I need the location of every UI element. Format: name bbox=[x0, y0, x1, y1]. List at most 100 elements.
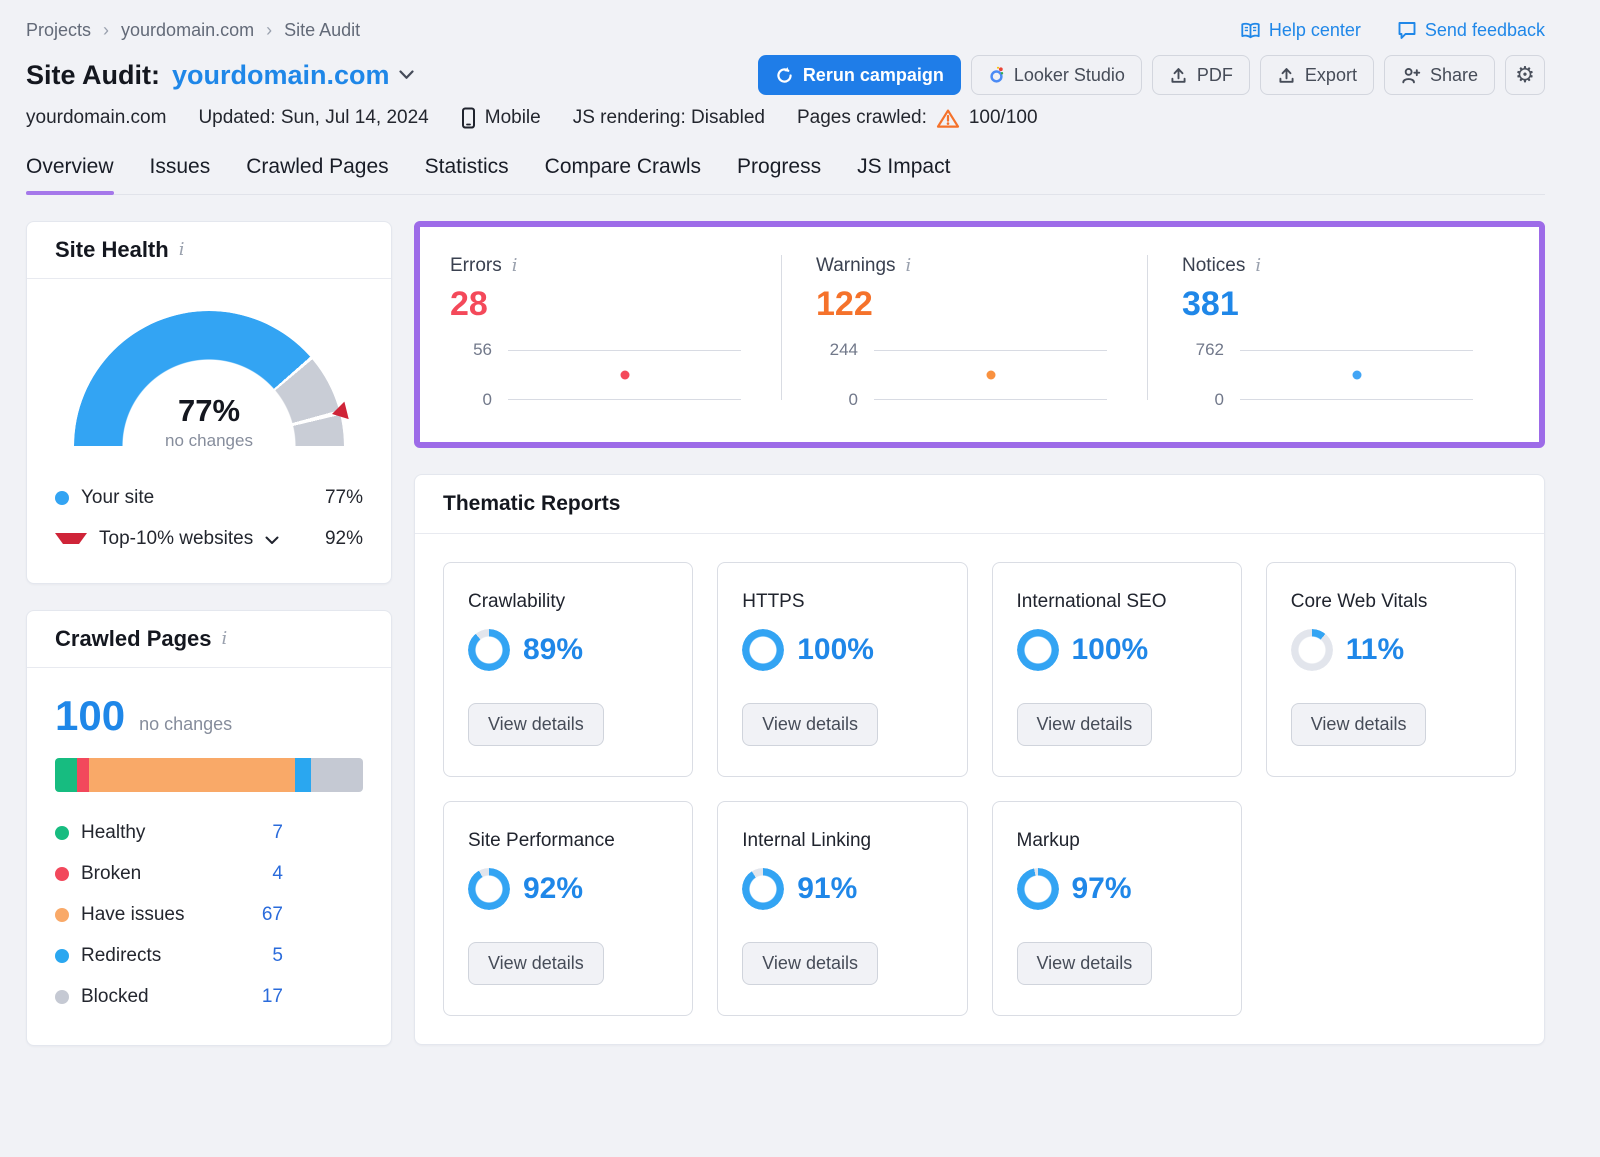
bar-segment-broken bbox=[76, 758, 89, 792]
meta-bar: yourdomain.com Updated: Sun, Jul 14, 202… bbox=[26, 107, 1545, 129]
tab-progress[interactable]: Progress bbox=[737, 155, 822, 178]
tab-issues[interactable]: Issues bbox=[149, 155, 211, 178]
report-percent: 100% bbox=[1071, 633, 1149, 666]
pdf-button[interactable]: PDF bbox=[1151, 55, 1250, 95]
report-percent: 97% bbox=[1071, 872, 1132, 905]
issues-panel-warnings: Warnings i 122 244 0 bbox=[781, 255, 1147, 409]
domain-selector[interactable]: yourdomain.com bbox=[172, 60, 414, 91]
add-user-icon bbox=[1401, 66, 1421, 85]
report-card-core-web-vitals: Core Web Vitals 11% View details bbox=[1265, 562, 1516, 777]
axis-min-label: 0 bbox=[1214, 390, 1224, 409]
report-title: Site Performance bbox=[468, 830, 615, 851]
issues-trend-chart: 244 0 bbox=[816, 340, 1113, 409]
send-feedback-label: Send feedback bbox=[1424, 20, 1545, 40]
view-details-button[interactable]: View details bbox=[1016, 942, 1153, 985]
legend-count-link[interactable]: 7 bbox=[272, 821, 283, 843]
legend-count-link[interactable]: 4 bbox=[272, 862, 283, 884]
report-score-row: 97% bbox=[1016, 868, 1217, 910]
view-details-button[interactable]: View details bbox=[468, 942, 604, 985]
info-icon[interactable]: i bbox=[511, 255, 518, 276]
crawled-pages-total: 100 bbox=[55, 692, 126, 739]
view-details-button[interactable]: View details bbox=[1016, 703, 1153, 746]
thematic-reports-card: Thematic Reports Crawlability 89% View det… bbox=[414, 474, 1545, 1045]
looker-studio-button[interactable]: Looker Studio bbox=[970, 55, 1142, 95]
view-details-button[interactable]: View details bbox=[742, 942, 878, 985]
tab-statistics[interactable]: Statistics bbox=[424, 155, 509, 178]
top-links: Help center Send feedback bbox=[1240, 20, 1545, 41]
mobile-phone-icon bbox=[461, 107, 476, 129]
looker-studio-icon bbox=[988, 66, 1005, 85]
pages-crawled-value: 100/100 bbox=[968, 107, 1038, 128]
info-icon[interactable]: i bbox=[1255, 255, 1262, 276]
report-title: Internal Linking bbox=[742, 830, 872, 851]
report-title: Crawlability bbox=[468, 591, 566, 612]
view-details-button[interactable]: View details bbox=[742, 703, 878, 746]
progress-ring-icon bbox=[468, 868, 510, 910]
breadcrumb-item-yourdomain-com[interactable]: yourdomain.com bbox=[121, 20, 255, 40]
legend-dot-icon bbox=[55, 907, 69, 922]
legend-label: Have issues bbox=[81, 903, 185, 925]
breadcrumb-item-site-audit: Site Audit bbox=[284, 20, 361, 40]
progress-ring-icon bbox=[742, 868, 785, 910]
progress-ring-icon bbox=[742, 629, 785, 671]
trend-dot bbox=[620, 370, 629, 380]
header-actions: Rerun campaign Looker Studio bbox=[757, 55, 1545, 95]
breadcrumb-separator-icon: › bbox=[266, 20, 273, 40]
legend-count-link[interactable]: 17 bbox=[261, 985, 283, 1007]
upload-icon bbox=[1277, 66, 1296, 85]
gauge-center-text: 77% no changes bbox=[74, 393, 344, 451]
issues-panel-label: Errors bbox=[450, 255, 502, 276]
thematic-reports-grid: Crawlability 89% View details HTTPS 100% View… bbox=[415, 534, 1544, 1044]
title-bar: Site Audit: yourdomain.com Rerun campaig… bbox=[26, 55, 1545, 95]
progress-ring-icon bbox=[468, 629, 510, 671]
overview-content: Site Health i 77% no changes Your site77… bbox=[26, 221, 1545, 1046]
view-details-button[interactable]: View details bbox=[468, 703, 604, 746]
issues-panel-label: Notices bbox=[1182, 255, 1246, 276]
legend-count-link[interactable]: 67 bbox=[261, 903, 283, 925]
report-percent: 89% bbox=[523, 633, 584, 666]
page-title: Site Audit: yourdomain.com bbox=[26, 60, 414, 91]
info-icon[interactable]: i bbox=[178, 239, 185, 260]
settings-button[interactable]: ⚙ bbox=[1505, 55, 1545, 95]
issues-summary-highlight: Errors i 28 56 0 Warnings i 122 244 0 Notices i 381 7… bbox=[414, 221, 1545, 448]
report-percent: 100% bbox=[797, 633, 874, 666]
legend-dot-icon bbox=[55, 866, 69, 881]
send-feedback-link[interactable]: Send feedback bbox=[1397, 20, 1545, 41]
legend-label: Broken bbox=[81, 862, 142, 884]
legend-label: Blocked bbox=[81, 985, 149, 1007]
export-button[interactable]: Export bbox=[1259, 55, 1374, 95]
crawled-pages-legend-row: Blocked 17 bbox=[55, 976, 363, 1017]
tab-compare-crawls[interactable]: Compare Crawls bbox=[544, 155, 702, 178]
site-health-title: Site Health bbox=[55, 237, 169, 262]
tab-crawled-pages[interactable]: Crawled Pages bbox=[246, 155, 389, 178]
thematic-reports-title: Thematic Reports bbox=[443, 492, 621, 515]
share-button[interactable]: Share bbox=[1383, 55, 1495, 95]
report-score-row: 100% bbox=[742, 629, 942, 671]
trend-plot-area bbox=[1240, 350, 1473, 400]
crawled-pages-card: Crawled Pages i 100 no changes Healthy 7 B… bbox=[26, 610, 392, 1046]
help-center-link[interactable]: Help center bbox=[1240, 20, 1361, 41]
report-title: HTTPS bbox=[742, 591, 805, 612]
breadcrumb-separator-icon: › bbox=[103, 20, 110, 40]
legend-count-link[interactable]: 5 bbox=[272, 944, 283, 966]
breadcrumb-item-projects[interactable]: Projects bbox=[26, 20, 92, 40]
info-icon[interactable]: i bbox=[905, 255, 912, 276]
legend-value: 92% bbox=[324, 527, 363, 549]
tab-js-impact[interactable]: JS Impact bbox=[857, 155, 951, 178]
axis-min-label: 0 bbox=[848, 390, 858, 409]
site-audit-page: Projects › yourdomain.com › Site Audit Help … bbox=[26, 20, 1545, 1046]
grid-line bbox=[508, 350, 741, 351]
tab-overview[interactable]: Overview bbox=[26, 155, 114, 195]
axis-max-label: 56 bbox=[473, 340, 492, 359]
issues-panel-value: 28 bbox=[450, 285, 488, 323]
rerun-campaign-button[interactable]: Rerun campaign bbox=[757, 55, 961, 95]
report-card-site-performance: Site Performance 92% View details bbox=[443, 801, 694, 1016]
pdf-label: PDF bbox=[1196, 64, 1233, 85]
trend-dot bbox=[1352, 370, 1361, 380]
report-percent: 11% bbox=[1345, 633, 1405, 666]
page-title-prefix: Site Audit: bbox=[26, 59, 160, 90]
view-details-button[interactable]: View details bbox=[1290, 703, 1427, 746]
progress-ring-icon bbox=[1290, 629, 1333, 671]
info-icon[interactable]: i bbox=[221, 628, 228, 649]
issues-panel-errors: Errors i 28 56 0 bbox=[446, 255, 781, 409]
